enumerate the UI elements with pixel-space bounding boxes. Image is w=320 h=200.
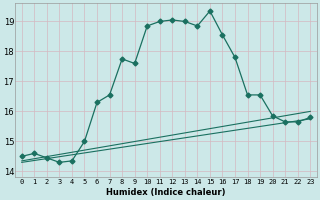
X-axis label: Humidex (Indice chaleur): Humidex (Indice chaleur) <box>106 188 226 197</box>
